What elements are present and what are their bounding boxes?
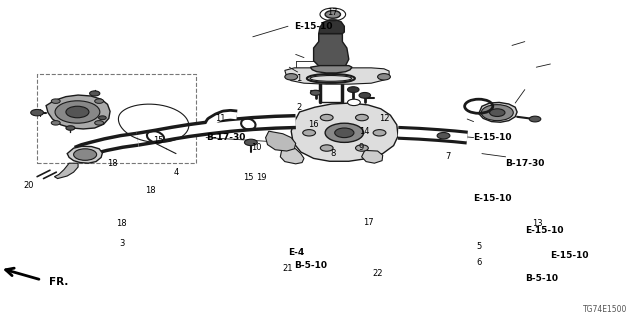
Circle shape <box>66 126 75 130</box>
Polygon shape <box>291 103 398 161</box>
Text: 17: 17 <box>363 218 373 227</box>
Text: 20: 20 <box>24 181 34 190</box>
Text: 18: 18 <box>145 186 156 195</box>
Text: E-15-10: E-15-10 <box>474 194 512 203</box>
Circle shape <box>321 145 333 151</box>
Text: 6: 6 <box>476 258 481 267</box>
Circle shape <box>90 91 100 96</box>
Text: 5: 5 <box>476 242 481 251</box>
Polygon shape <box>67 146 102 163</box>
Circle shape <box>51 99 60 103</box>
Circle shape <box>31 109 44 116</box>
Circle shape <box>51 121 60 125</box>
Polygon shape <box>280 146 304 164</box>
Text: E-4: E-4 <box>288 248 304 257</box>
Text: 19: 19 <box>256 173 266 182</box>
Text: 16: 16 <box>308 120 319 129</box>
Circle shape <box>325 123 364 142</box>
Circle shape <box>99 116 106 120</box>
Polygon shape <box>285 68 389 84</box>
Polygon shape <box>310 66 352 73</box>
Text: E-15-10: E-15-10 <box>294 22 333 31</box>
Text: E-15-10: E-15-10 <box>550 252 589 260</box>
Text: 3: 3 <box>119 239 124 248</box>
Text: 18: 18 <box>116 220 127 228</box>
Circle shape <box>529 116 541 122</box>
Text: 14: 14 <box>360 127 370 136</box>
Circle shape <box>356 114 369 121</box>
Circle shape <box>95 99 104 103</box>
Polygon shape <box>314 34 349 69</box>
Text: E-15-10: E-15-10 <box>474 133 512 142</box>
Text: B-5-10: B-5-10 <box>294 261 328 270</box>
Polygon shape <box>362 150 383 163</box>
Text: 15: 15 <box>154 136 164 145</box>
Circle shape <box>348 99 360 106</box>
Text: B-17-30: B-17-30 <box>506 159 545 168</box>
Bar <box>37 74 196 163</box>
Text: FR.: FR. <box>49 276 68 287</box>
Circle shape <box>303 130 316 136</box>
Circle shape <box>335 128 354 138</box>
Circle shape <box>285 74 298 80</box>
Polygon shape <box>319 20 344 34</box>
Text: E-15-10: E-15-10 <box>525 226 563 235</box>
Text: 1: 1 <box>296 74 301 83</box>
Circle shape <box>310 90 321 95</box>
Polygon shape <box>479 102 517 122</box>
Circle shape <box>321 114 333 121</box>
Circle shape <box>490 109 505 116</box>
Circle shape <box>74 149 97 160</box>
Text: 15: 15 <box>243 173 253 182</box>
Text: B-5-10: B-5-10 <box>525 274 558 283</box>
Text: 17: 17 <box>328 8 338 17</box>
Text: 9: 9 <box>359 143 364 152</box>
Text: 2: 2 <box>296 103 301 112</box>
Text: 22: 22 <box>372 269 383 278</box>
Polygon shape <box>46 95 110 129</box>
Text: 11: 11 <box>216 114 226 123</box>
Circle shape <box>359 92 371 98</box>
Circle shape <box>437 132 450 139</box>
Circle shape <box>481 105 513 121</box>
Text: 8: 8 <box>330 149 335 158</box>
Text: 21: 21 <box>283 264 293 273</box>
Circle shape <box>55 101 100 123</box>
Text: B-17-30: B-17-30 <box>206 133 246 142</box>
Circle shape <box>348 87 359 92</box>
Text: TG74E1500: TG74E1500 <box>583 305 627 314</box>
Circle shape <box>244 139 257 146</box>
Text: 13: 13 <box>532 220 543 228</box>
Text: 4: 4 <box>173 168 179 177</box>
Circle shape <box>95 121 104 125</box>
Circle shape <box>66 106 89 118</box>
Circle shape <box>356 145 369 151</box>
Polygon shape <box>266 131 296 151</box>
Circle shape <box>373 130 386 136</box>
Circle shape <box>325 11 340 18</box>
Text: 10: 10 <box>251 143 261 152</box>
Circle shape <box>378 74 390 80</box>
Text: 18: 18 <box>107 159 117 168</box>
Text: 7: 7 <box>445 152 451 161</box>
Text: 12: 12 <box>379 114 389 123</box>
Polygon shape <box>54 163 78 179</box>
